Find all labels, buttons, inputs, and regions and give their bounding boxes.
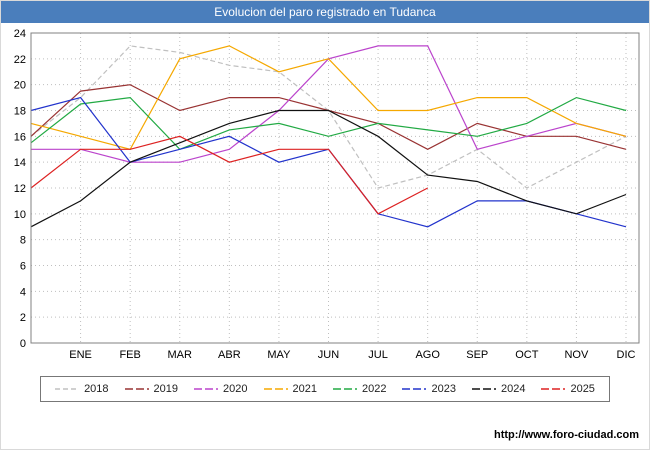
legend-line-sample xyxy=(333,388,357,390)
legend-label: 2019 xyxy=(153,383,179,395)
legend-item-2024: 2024 xyxy=(471,383,526,395)
legend-line-sample xyxy=(471,388,496,390)
legend-item-2020: 2020 xyxy=(194,383,248,395)
axis-tick-label: JUN xyxy=(318,349,339,361)
axis-tick-label: 2 xyxy=(20,312,26,324)
axis-tick-label: ENE xyxy=(69,349,92,361)
legend: 2018 2019 2020 2021 2022 2023 2024 2025 xyxy=(40,376,610,402)
legend-line-sample xyxy=(124,388,149,390)
title-bar: Evolucion del paro registrado en Tudanca xyxy=(1,1,649,23)
legend-label: 2023 xyxy=(431,383,456,395)
legend-item-2021: 2021 xyxy=(263,383,317,395)
axis-tick-label: ABR xyxy=(218,349,241,361)
axis-tick-label: 22 xyxy=(14,54,26,66)
series-line-2025 xyxy=(30,135,428,215)
axis-tick-label: MAY xyxy=(267,349,291,361)
legend-label: 2025 xyxy=(570,383,595,395)
axis-tick-label: OCT xyxy=(515,349,539,361)
series-line-2022 xyxy=(30,96,627,151)
legend-line-sample xyxy=(194,388,219,390)
axis-tick-label: 14 xyxy=(14,157,26,169)
legend-label: 2021 xyxy=(292,383,317,395)
axis-tick-label: FEB xyxy=(119,349,140,361)
legend-line-sample xyxy=(402,388,427,390)
legend-item-2022: 2022 xyxy=(333,383,386,395)
axis-tick-label: MAR xyxy=(168,349,193,361)
series-line-2024 xyxy=(30,109,627,228)
series-line-2023 xyxy=(30,96,627,228)
legend-item-2018: 2018 xyxy=(55,383,109,395)
axis-tick-label: 6 xyxy=(20,261,26,273)
axis-tick-label: 18 xyxy=(14,106,26,118)
axis-tick-label: NOV xyxy=(564,349,589,361)
axis-tick-label: 8 xyxy=(20,235,26,247)
axis-tick-label: JUL xyxy=(368,349,388,361)
series-line-2020 xyxy=(31,45,627,163)
chart-area: 0 2 4 6 8 10 12 14 16 18 20 22 24 ENE FEB MAR ABR MAY JUN J… xyxy=(1,23,649,368)
axis-tick-label: 12 xyxy=(14,183,26,195)
legend-item-2025: 2025 xyxy=(541,383,595,395)
legend-label: 2018 xyxy=(84,383,109,395)
legend-line-sample xyxy=(263,388,288,390)
axis-tick-label: 10 xyxy=(14,209,26,221)
axis-tick-label: 16 xyxy=(14,131,26,143)
legend-label: 2022 xyxy=(362,383,387,395)
axis-tick-label: SEP xyxy=(466,349,488,361)
footer-link[interactable]: http://www.foro-ciudad.com xyxy=(493,429,639,441)
axis-tick-label: AGO xyxy=(415,349,440,361)
legend-item-2023: 2023 xyxy=(402,383,456,395)
legend-label: 2024 xyxy=(500,383,526,395)
chart-title: Evolucion del paro registrado en Tudanca xyxy=(214,5,436,19)
series-line-2018 xyxy=(30,45,627,189)
axis-tick-label: 20 xyxy=(14,80,26,92)
axis-tick-label: DIC xyxy=(617,349,636,361)
axis-tick-label: 24 xyxy=(14,28,26,40)
axis-tick-label: 4 xyxy=(20,286,26,298)
legend-label: 2020 xyxy=(223,383,248,395)
axis-tick-label: 0 xyxy=(20,338,26,350)
legend-item-2019: 2019 xyxy=(124,383,179,395)
plot-border xyxy=(30,32,640,344)
legend-line-sample xyxy=(541,388,566,390)
legend-line-sample xyxy=(55,388,80,390)
